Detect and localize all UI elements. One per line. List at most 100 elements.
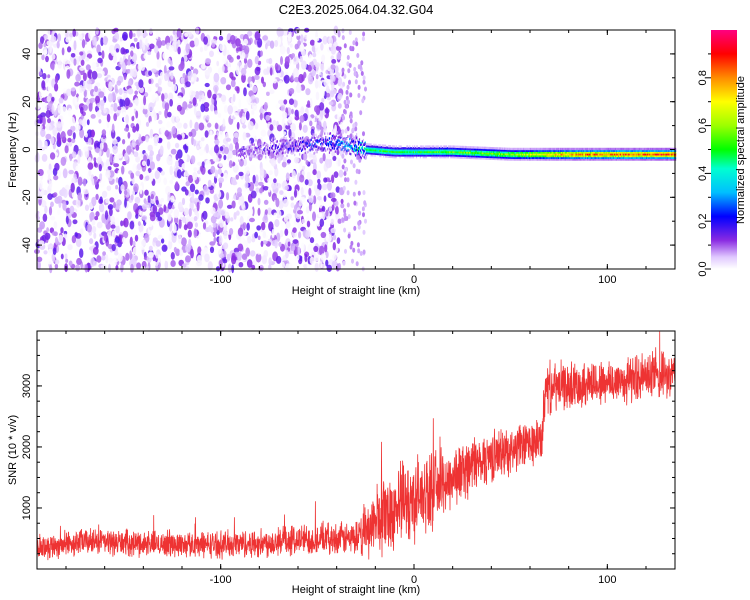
noise-cell bbox=[219, 253, 225, 259]
noise-cell bbox=[114, 236, 120, 243]
noise-cell bbox=[218, 235, 223, 245]
signal-cell bbox=[294, 153, 296, 157]
noise-cell bbox=[251, 237, 256, 243]
noise-cell bbox=[355, 41, 359, 47]
noise-cell bbox=[236, 55, 241, 60]
noise-cell bbox=[275, 197, 280, 208]
noise-cell bbox=[139, 174, 144, 180]
signal-cell bbox=[241, 151, 243, 154]
noise-cell bbox=[172, 223, 177, 234]
noise-cell bbox=[99, 142, 104, 150]
noise-cell bbox=[207, 261, 213, 271]
noise-cell bbox=[357, 248, 361, 254]
noise-cell bbox=[185, 244, 191, 253]
noise-cell bbox=[355, 261, 359, 267]
noise-cell bbox=[256, 78, 262, 84]
noise-cell bbox=[51, 104, 55, 115]
noise-cell bbox=[133, 37, 138, 42]
noise-cell bbox=[48, 206, 53, 216]
noise-cell bbox=[190, 94, 194, 100]
noise-cell bbox=[362, 212, 365, 218]
noise-cell bbox=[290, 202, 295, 208]
noise-cell bbox=[354, 126, 358, 132]
noise-cell bbox=[132, 125, 137, 133]
signal-cell bbox=[241, 153, 244, 156]
noise-cell bbox=[72, 28, 76, 37]
noise-cell bbox=[343, 158, 347, 164]
noise-cell bbox=[94, 175, 97, 186]
noise-cell bbox=[79, 66, 85, 71]
noise-cell bbox=[280, 105, 286, 112]
noise-cell bbox=[349, 92, 353, 98]
noise-cell bbox=[37, 139, 43, 149]
noise-cell bbox=[242, 112, 246, 119]
noise-cell bbox=[122, 111, 127, 118]
noise-cell bbox=[158, 111, 162, 115]
noise-cell bbox=[143, 154, 148, 163]
noise-cell bbox=[103, 162, 107, 171]
noise-cell bbox=[95, 193, 99, 200]
noise-cell bbox=[249, 250, 256, 257]
noise-cell bbox=[192, 68, 199, 75]
noise-cell bbox=[254, 31, 261, 41]
noise-cell bbox=[170, 195, 175, 203]
noise-cell bbox=[192, 97, 197, 106]
noise-cell bbox=[222, 50, 227, 56]
noise-cell bbox=[223, 154, 227, 161]
signal-cell bbox=[307, 137, 309, 140]
noise-cell bbox=[145, 135, 149, 143]
noise-cell bbox=[167, 191, 171, 202]
noise-cell bbox=[36, 256, 43, 262]
noise-cell bbox=[184, 170, 189, 177]
noise-cell bbox=[158, 119, 163, 125]
noise-cell bbox=[157, 234, 163, 240]
noise-cell bbox=[318, 261, 323, 270]
noise-cell bbox=[117, 106, 122, 111]
noise-cell bbox=[38, 180, 44, 190]
noise-cell bbox=[125, 252, 130, 261]
noise-cell bbox=[257, 60, 262, 65]
noise-cell bbox=[141, 135, 146, 142]
noise-cell bbox=[292, 227, 297, 234]
noise-cell bbox=[69, 116, 76, 127]
signal-cell bbox=[323, 138, 325, 141]
noise-cell bbox=[352, 247, 356, 253]
signal-cell bbox=[294, 147, 296, 150]
noise-cell bbox=[218, 162, 223, 168]
noise-cell bbox=[218, 35, 224, 41]
noise-cell bbox=[113, 163, 120, 168]
noise-cell bbox=[276, 27, 283, 37]
noise-cell bbox=[213, 212, 220, 218]
noise-cell bbox=[274, 167, 279, 177]
signal-cell bbox=[274, 137, 276, 141]
noise-cell bbox=[188, 208, 192, 217]
signal-cell bbox=[243, 156, 246, 159]
signal-cell bbox=[240, 155, 242, 158]
signal-cell bbox=[297, 142, 299, 145]
noise-cell bbox=[147, 51, 152, 56]
noise-cell bbox=[127, 211, 132, 220]
noise-cell bbox=[112, 138, 118, 145]
noise-cell bbox=[173, 208, 179, 219]
noise-cell bbox=[237, 220, 241, 230]
signal-cell bbox=[312, 148, 314, 151]
noise-cell bbox=[247, 236, 252, 244]
noise-cell bbox=[250, 164, 256, 174]
noise-cell bbox=[362, 229, 366, 235]
noise-cell bbox=[88, 102, 93, 112]
noise-cell bbox=[194, 37, 199, 47]
noise-cell bbox=[96, 110, 102, 118]
noise-cell bbox=[233, 132, 239, 139]
signal-cell bbox=[290, 145, 292, 148]
noise-cell bbox=[39, 89, 42, 99]
noise-cell bbox=[170, 148, 177, 155]
noise-cell bbox=[202, 210, 208, 220]
signal-cell bbox=[341, 142, 343, 145]
noise-cell bbox=[341, 217, 345, 223]
signal-cell bbox=[299, 143, 301, 146]
noise-cell bbox=[346, 190, 350, 196]
noise-cell bbox=[46, 169, 53, 175]
signal-cell bbox=[358, 138, 361, 141]
noise-cell bbox=[147, 167, 152, 174]
noise-cell bbox=[320, 253, 327, 261]
